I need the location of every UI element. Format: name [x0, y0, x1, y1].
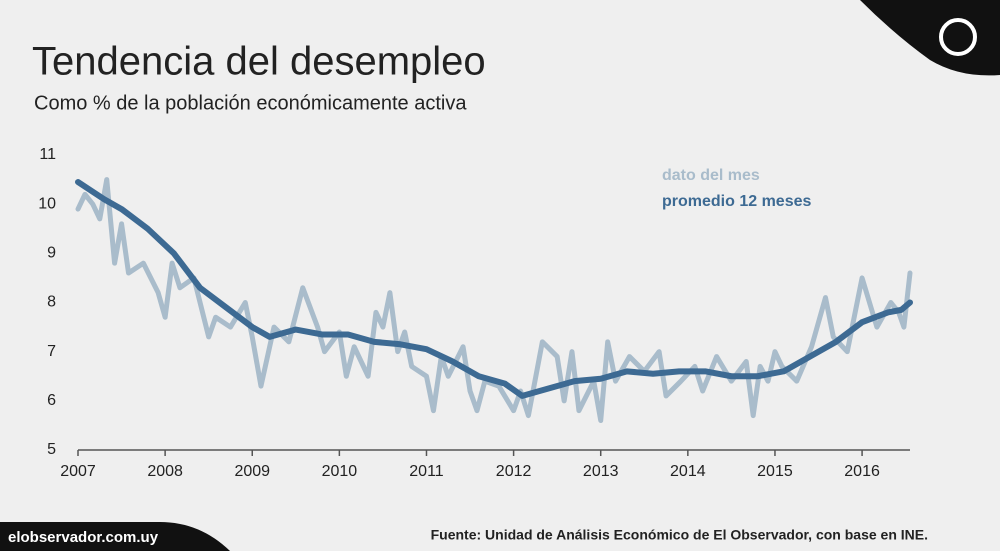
x-tick-label: 2007 [60, 463, 96, 480]
x-tick-label: 2008 [147, 463, 183, 480]
brand: elobservador.com.uy [8, 529, 159, 546]
y-tick-label: 10 [38, 195, 56, 212]
x-tick-label: 2009 [234, 463, 270, 480]
x-tick-label: 2013 [583, 463, 619, 480]
y-tick-label: 7 [47, 343, 56, 360]
y-tick-label: 6 [47, 392, 56, 409]
series-line [75, 179, 913, 399]
x-tick-label: 2011 [409, 463, 444, 480]
logo-corner [860, 0, 1000, 76]
y-tick-label: 8 [47, 294, 56, 311]
logo [939, 18, 977, 56]
x-tick-label: 2014 [670, 463, 706, 480]
x-tick-label: 2015 [757, 463, 793, 480]
x-tick-label: 2010 [322, 463, 358, 480]
x-tick-label: 2012 [496, 463, 532, 480]
source: Fuente: Unidad de Análisis Económico de … [431, 527, 928, 543]
chart-title: Tendencia del desempleo [32, 40, 486, 84]
legend-label: dato del mes [662, 167, 760, 184]
y-tick-label: 11 [39, 146, 56, 163]
x-tick-label: 2016 [844, 463, 880, 480]
chart-subtitle: Como % de la población económicamente ac… [34, 92, 467, 114]
y-tick-label: 5 [47, 441, 56, 458]
brand-band [0, 522, 230, 551]
y-tick-label: 9 [47, 245, 56, 262]
legend-label: promedio 12 meses [662, 193, 812, 210]
